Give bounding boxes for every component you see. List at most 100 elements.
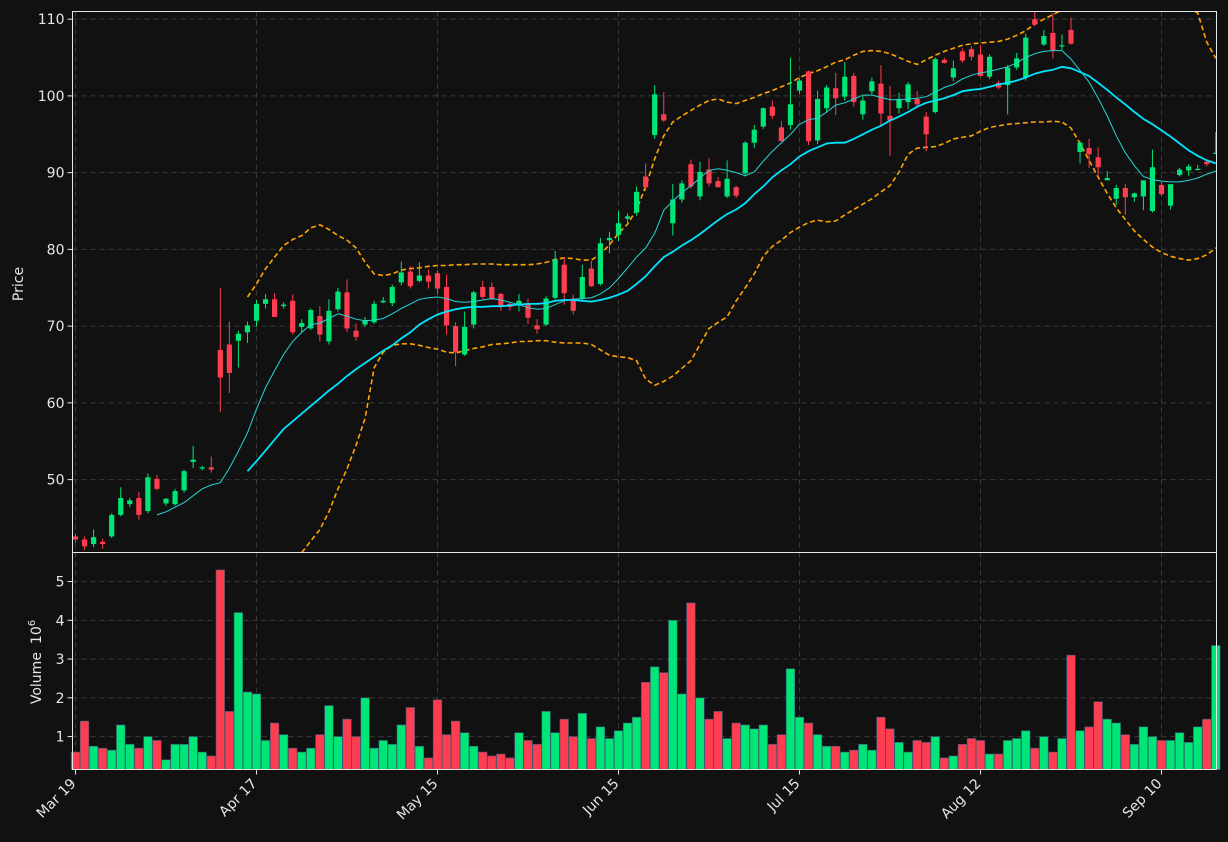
volume-bar [79,720,90,770]
volume-bar [677,693,687,770]
candle-body [72,536,79,540]
candle-body [579,277,585,299]
candle-body [923,116,929,135]
volume-bar [269,722,280,770]
volume-bar [297,751,307,770]
candle-body [842,76,848,97]
volume-bar [505,757,515,770]
candle-body [896,98,902,109]
candle-body [389,286,395,304]
volume-bar [822,745,832,770]
candle-body [308,310,314,329]
candle-body [217,349,223,378]
volume-bar [188,736,198,770]
candle-body [190,459,196,462]
volume-bar [993,753,1004,770]
volume-bar [396,724,406,770]
volume-tick-label: 4 [56,613,65,629]
volume-bar [378,740,388,770]
volume-bar [613,730,624,770]
candle-body [480,286,486,297]
candle-body [127,500,133,505]
volume-bar [306,747,316,770]
candle-body [878,83,884,114]
candle-body [299,323,305,327]
candle-body [416,275,422,281]
volume-bar [469,745,479,770]
volume-tick-label: 5 [56,575,65,591]
candle-body [407,271,413,287]
candle-body [172,491,178,505]
volume-bar [849,749,859,770]
volume-bar [758,724,768,770]
volume-bar [179,744,189,770]
candle-body [697,171,703,197]
volume-bar [903,751,913,770]
volume-bar [731,722,741,770]
volume-bar [532,744,542,770]
candle-body [163,498,169,504]
volume-bar [414,745,425,770]
volume-bar [98,747,108,770]
candle-body [91,537,97,545]
candle-body [959,51,965,61]
volume-bar [197,751,207,770]
candle-body [525,303,531,318]
candle-body [1041,36,1047,45]
volume-bar [704,718,714,770]
volume-bar [152,740,162,770]
candle-body [1077,142,1083,152]
volume-axis-label-text: Volume [29,652,45,704]
volume-frame [72,552,1217,770]
volume-bar [695,697,705,770]
volume-bar [1093,701,1103,770]
volume-bar [876,716,886,770]
candle-body [1167,184,1174,206]
volume-bar [686,602,696,770]
volume-bar [650,666,660,770]
candlesticks [72,11,1217,551]
volume-panel: 1 2 3 4 5 Volume 106 [27,552,1221,770]
candle-body [1140,180,1146,197]
volume-bar [351,736,361,770]
price-tick-label: 50 [47,473,65,489]
volume-bar [342,718,352,770]
volume-bar [713,711,723,770]
candle-body [208,467,214,470]
volume-bar [1211,645,1221,770]
volume-bar [215,569,225,770]
candle-body [380,300,386,303]
volume-bar [405,707,415,770]
volume-bar [116,724,126,770]
volume-bar [776,734,786,770]
candle-body [154,478,160,489]
candle-body [977,54,984,76]
candle-body [869,81,875,92]
candle-body [552,259,558,298]
candle-body [606,237,613,241]
volume-bar [740,724,750,770]
candle-body [362,319,368,325]
candle-body [272,299,278,317]
volume-axis-exponent: 10 [29,626,45,644]
candle-body [715,181,721,188]
price-panel: 50 60 70 80 90 100 110 Price [11,11,1217,553]
candle-body [534,325,540,330]
candle-body [769,106,775,116]
price-tick-label: 110 [38,12,65,28]
volume-bar [894,742,904,770]
volume-bar [432,699,443,770]
volume-bar [206,755,216,770]
volume-bar [224,711,234,770]
candle-body [561,264,567,294]
volume-bar [478,751,488,770]
volume-bar [930,736,940,770]
volume-bar [89,745,99,770]
volume-bar [523,740,533,770]
candle-body [724,178,730,197]
volume-bar [324,705,334,770]
price-axis-label: Price [11,267,27,301]
volume-bar [767,744,777,770]
candle-body [317,316,323,335]
